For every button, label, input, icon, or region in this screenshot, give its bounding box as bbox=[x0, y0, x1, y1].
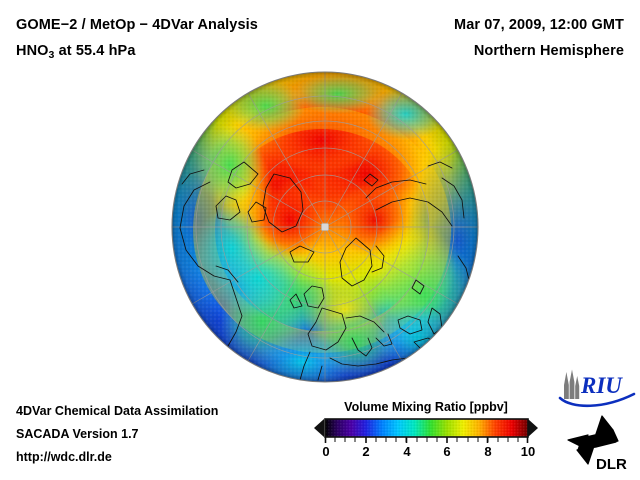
north-pole-marker bbox=[321, 223, 329, 231]
colorbar-scale bbox=[314, 418, 538, 443]
globe-svg bbox=[171, 71, 479, 383]
page-title: GOME−2 / MetOp − 4DVar Analysis bbox=[16, 17, 258, 33]
species-name: HNO bbox=[16, 43, 49, 59]
colorbar-tick-6: 6 bbox=[443, 444, 451, 459]
colorbar-tick-2: 2 bbox=[362, 444, 370, 459]
colorbar-title: Volume Mixing Ratio [ppbv] bbox=[344, 400, 508, 414]
species-subscript: 3 bbox=[48, 49, 55, 61]
colorbar-tick-8: 8 bbox=[484, 444, 492, 459]
riu-wordmark: RIU bbox=[580, 373, 623, 398]
colorbar: Volume Mixing Ratio [ppbv] bbox=[310, 400, 542, 472]
colorbar-tick-0: 0 bbox=[322, 444, 330, 459]
globe-map bbox=[170, 70, 480, 384]
figure-title-block: GOME−2 / MetOp − 4DVar Analysis HNO3 at … bbox=[16, 12, 258, 68]
footer-line-version: SACADA Version 1.7 bbox=[16, 427, 139, 441]
colorbar-extend-left bbox=[314, 419, 324, 437]
globe-outline bbox=[171, 71, 479, 383]
timestamp-label: Mar 07, 2009, 12:00 GMT bbox=[454, 17, 624, 33]
pressure-level: at 55.4 hPa bbox=[54, 43, 136, 59]
colorbar-extend-right bbox=[528, 419, 538, 437]
region-label: Northern Hemisphere bbox=[473, 43, 624, 59]
colorbar-tick-10: 10 bbox=[520, 444, 536, 459]
dlr-pinwheel-icon bbox=[567, 415, 619, 465]
species-level-label: HNO3 at 55.4 hPa bbox=[16, 38, 258, 68]
riu-swoosh-icon bbox=[558, 392, 636, 408]
riu-logo: RIU bbox=[558, 369, 636, 408]
footer-link-wdc[interactable]: http://wdc.dlr.de bbox=[16, 450, 112, 464]
colorbar-ticklabels: 0 2 4 6 8 10 bbox=[310, 444, 542, 464]
figure-meta-block: Mar 07, 2009, 12:00 GMT Northern Hemisph… bbox=[454, 12, 624, 64]
colorbar-tick-4: 4 bbox=[403, 444, 411, 459]
riu-tower-icon bbox=[564, 369, 580, 399]
footer-line-assimilation: 4DVar Chemical Data Assimilation bbox=[16, 404, 219, 418]
dlr-logo: DLR bbox=[567, 415, 627, 473]
dlr-wordmark: DLR bbox=[596, 456, 627, 473]
footer-credits: 4DVar Chemical Data Assimilation SACADA … bbox=[16, 400, 218, 469]
